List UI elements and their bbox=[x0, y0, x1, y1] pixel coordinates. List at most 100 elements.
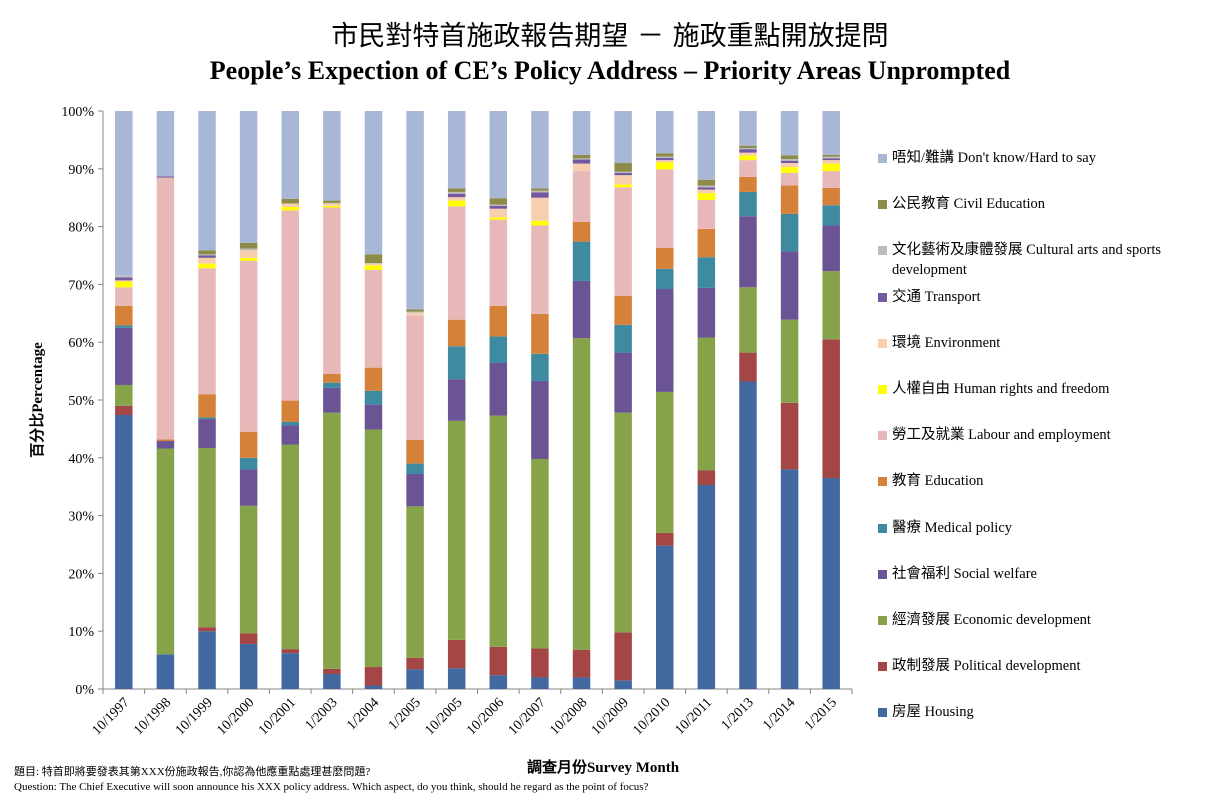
bar-segment-7-6 bbox=[406, 315, 424, 440]
chart-title: 市民對特首施政報告期望 － 施政重點開放提問 bbox=[331, 21, 889, 52]
bar-segment-0-3 bbox=[115, 327, 133, 385]
bar-segment-14-12 bbox=[697, 111, 716, 180]
bar-segment-15-9 bbox=[739, 149, 757, 153]
legend-swatch bbox=[878, 338, 887, 348]
bar-segment-12-12 bbox=[614, 111, 632, 164]
bar-segment-0-1 bbox=[115, 405, 133, 416]
bar-segment-8-11 bbox=[447, 188, 466, 192]
bar-segment-1-6 bbox=[156, 177, 175, 440]
y-tick-label: 90% bbox=[68, 163, 94, 178]
footnote-question-zh: 題目: 特首即將要發表其第XXX份施政報告,你認為他應重點處理甚麼問題? bbox=[14, 766, 371, 778]
legend-label: 人權自由 Human rights and freedom bbox=[892, 381, 1110, 397]
y-tick-label: 80% bbox=[68, 221, 94, 236]
legend-swatch bbox=[878, 385, 887, 394]
bar-segment-4-7 bbox=[281, 206, 299, 211]
legend-label: 唔知/難講 Don't know/Hard to say bbox=[892, 150, 1096, 166]
bar-segment-15-8 bbox=[739, 152, 757, 156]
bar-segment-15-0 bbox=[739, 381, 757, 689]
bar-segment-15-7 bbox=[739, 155, 757, 161]
bar-segment-15-10 bbox=[739, 147, 757, 150]
bar-segment-5-1 bbox=[323, 668, 341, 674]
bar-segment-11-11 bbox=[572, 154, 591, 159]
bar-segment-17-2 bbox=[822, 271, 840, 340]
bar-segment-17-5 bbox=[822, 187, 840, 206]
x-tick-label: 10/2006 bbox=[464, 695, 507, 738]
bar-segment-7-11 bbox=[406, 309, 424, 312]
x-tick-label: 10/1998 bbox=[131, 695, 174, 738]
bar-segment-6-11 bbox=[364, 254, 383, 264]
bar-segment-3-2 bbox=[239, 505, 258, 634]
bar-segment-8-7 bbox=[447, 200, 466, 207]
bar-segment-11-1 bbox=[572, 649, 591, 678]
bar-segment-13-10 bbox=[656, 156, 674, 158]
bar-segment-12-1 bbox=[614, 632, 632, 681]
bar-segment-12-8 bbox=[614, 175, 632, 185]
legend-swatch bbox=[878, 431, 887, 441]
bar-segment-3-6 bbox=[239, 260, 258, 432]
bar-segment-6-7 bbox=[364, 265, 383, 270]
bar-segment-11-8 bbox=[572, 163, 591, 172]
x-tick-label: 10/2000 bbox=[214, 695, 257, 738]
bar-segment-1-9 bbox=[156, 176, 175, 178]
bar-segment-2-10 bbox=[198, 254, 216, 256]
legend-label: 社會福利 Social welfare bbox=[892, 565, 1037, 582]
bar-segment-5-11 bbox=[323, 200, 341, 203]
bar-segment-6-5 bbox=[364, 367, 383, 391]
bar-segment-12-7 bbox=[614, 184, 632, 188]
bar-segment-11-12 bbox=[572, 111, 591, 155]
bar-segment-7-0 bbox=[406, 669, 424, 689]
legend-item: 勞工及就業 Labour and employment bbox=[876, 425, 1216, 445]
bar-segment-13-5 bbox=[656, 247, 674, 269]
bar-segment-12-4 bbox=[614, 324, 632, 353]
bar-segment-3-8 bbox=[239, 250, 258, 258]
bar-segment-2-11 bbox=[198, 250, 216, 255]
legend-label: 政制發展 Political development bbox=[892, 658, 1081, 675]
bar-segment-0-12 bbox=[115, 111, 133, 276]
bar-segment-6-12 bbox=[364, 111, 383, 255]
bar-segment-2-8 bbox=[198, 257, 216, 264]
y-tick-label: 20% bbox=[68, 567, 94, 582]
bar-segment-14-11 bbox=[697, 179, 716, 186]
x-tick-label: 10/2008 bbox=[547, 695, 590, 738]
bar-segment-12-2 bbox=[614, 412, 632, 633]
legend-label: 交通 Transport bbox=[892, 288, 981, 305]
bar-segment-13-7 bbox=[656, 162, 674, 170]
bar-segment-9-5 bbox=[489, 305, 508, 337]
y-tick-label: 40% bbox=[68, 452, 94, 467]
bar-segment-16-2 bbox=[780, 319, 799, 403]
legend-swatch bbox=[878, 477, 887, 487]
bar-segment-7-3 bbox=[406, 473, 424, 507]
x-tick-label: 10/2009 bbox=[589, 695, 632, 738]
bar-segment-8-1 bbox=[447, 639, 466, 669]
bar-segment-3-3 bbox=[239, 469, 258, 506]
bar-segment-0-2 bbox=[115, 384, 133, 406]
bar-segment-8-9 bbox=[447, 193, 466, 198]
bar-segment-8-3 bbox=[447, 379, 466, 421]
legend-label: 經濟發展 Economic development bbox=[892, 612, 1091, 628]
bar-segment-11-10 bbox=[572, 158, 591, 160]
bar-segment-17-7 bbox=[822, 163, 840, 172]
legend-item: 交通 Transport bbox=[876, 287, 1216, 307]
bar-segment-17-3 bbox=[822, 225, 840, 272]
legend-swatch bbox=[878, 662, 887, 672]
bar-segment-14-2 bbox=[697, 337, 716, 471]
bar-segment-16-4 bbox=[780, 213, 799, 252]
bar-segment-7-8 bbox=[406, 312, 424, 316]
bar-segment-17-0 bbox=[822, 478, 840, 689]
x-tick-label: 1/2005 bbox=[386, 695, 424, 733]
footnote-question-en: Question: The Chief Executive will soon … bbox=[14, 781, 649, 793]
bar-segment-12-5 bbox=[614, 295, 632, 325]
bar-segment-9-9 bbox=[489, 205, 508, 209]
bar-segment-11-5 bbox=[572, 221, 591, 242]
legend-swatch bbox=[878, 200, 887, 210]
bar-segment-10-2 bbox=[531, 458, 549, 649]
bar-segment-4-4 bbox=[281, 421, 299, 426]
bar-segment-13-9 bbox=[656, 157, 674, 161]
bar-segment-7-10 bbox=[406, 311, 424, 313]
legend-item: 環境 Environment bbox=[876, 333, 1216, 353]
bar-segment-1-12 bbox=[156, 111, 175, 177]
bar-segment-16-5 bbox=[780, 185, 799, 214]
bar-segment-6-10 bbox=[364, 263, 383, 264]
bar-segment-1-0 bbox=[156, 654, 175, 689]
